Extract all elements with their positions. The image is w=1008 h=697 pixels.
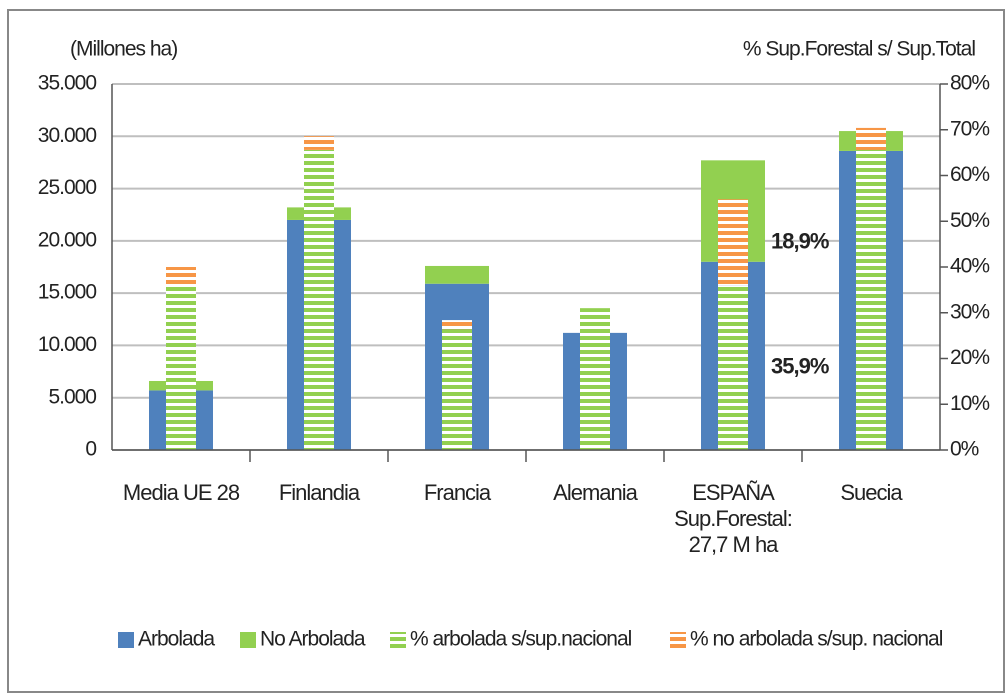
legend-swatch	[240, 632, 256, 648]
y-axis-title: (Millones ha)	[70, 38, 177, 61]
percent-bar	[718, 285, 748, 450]
y2-tick-label: 60%	[950, 163, 989, 186]
legend-label: No Arbolada	[260, 628, 366, 651]
y-tick-label: 35.000	[38, 72, 97, 95]
y2-tick-label: 30%	[950, 300, 989, 323]
y-tick-label: 0	[85, 438, 96, 461]
legend-label: Arbolada	[138, 628, 215, 651]
percent-bar	[166, 267, 196, 286]
x-tick-label: Media UE 28	[122, 480, 240, 505]
y2-tick-label: 10%	[950, 392, 989, 415]
legend-swatch	[670, 632, 686, 648]
legend-label: % no arbolada s/sup. nacional	[690, 628, 943, 651]
percent-bar	[442, 320, 472, 330]
legend-swatch	[390, 632, 406, 648]
y-tick-label: 20.000	[38, 228, 97, 251]
y-tick-label: 30.000	[38, 124, 97, 147]
y2-tick-label: 80%	[950, 72, 989, 95]
x-tick-label: Francia	[423, 480, 491, 505]
x-tick-label: ESPAÑA Sup.Forestal: 27,7 M ha	[674, 480, 793, 557]
y-tick-label: 5.000	[48, 385, 96, 408]
y-tick-label: 15.000	[38, 281, 97, 304]
y-tick-label: 25.000	[38, 176, 97, 199]
percent-bar	[166, 285, 196, 450]
y2-axis-title: % Sup.Forestal s/ Sup.Total	[743, 38, 975, 61]
y-tick-label: 10.000	[38, 333, 97, 356]
frame	[7, 9, 1005, 693]
percent-bar	[718, 199, 748, 286]
x-tick-label: Suecia	[840, 480, 902, 505]
y2-tick-label: 0%	[950, 438, 979, 461]
percent-bar	[304, 136, 334, 150]
data-label: 18,9%	[771, 228, 829, 253]
percent-bar	[856, 149, 886, 450]
legend-swatch	[118, 632, 134, 648]
x-tick-label: Finlandia	[278, 480, 360, 505]
legend-label: % arbolada s/sup.nacional	[410, 628, 632, 651]
y2-tick-label: 40%	[950, 255, 989, 278]
y2-tick-label: 70%	[950, 117, 989, 140]
y2-tick-label: 20%	[950, 346, 989, 369]
percent-bar	[580, 308, 610, 450]
percent-bar	[304, 149, 334, 450]
bar	[425, 265, 489, 284]
data-label: 35,9%	[771, 354, 829, 379]
percent-bar	[856, 127, 886, 150]
x-tick-label: Alemania	[553, 480, 638, 505]
percent-bar	[442, 329, 472, 450]
y2-tick-label: 50%	[950, 209, 989, 232]
